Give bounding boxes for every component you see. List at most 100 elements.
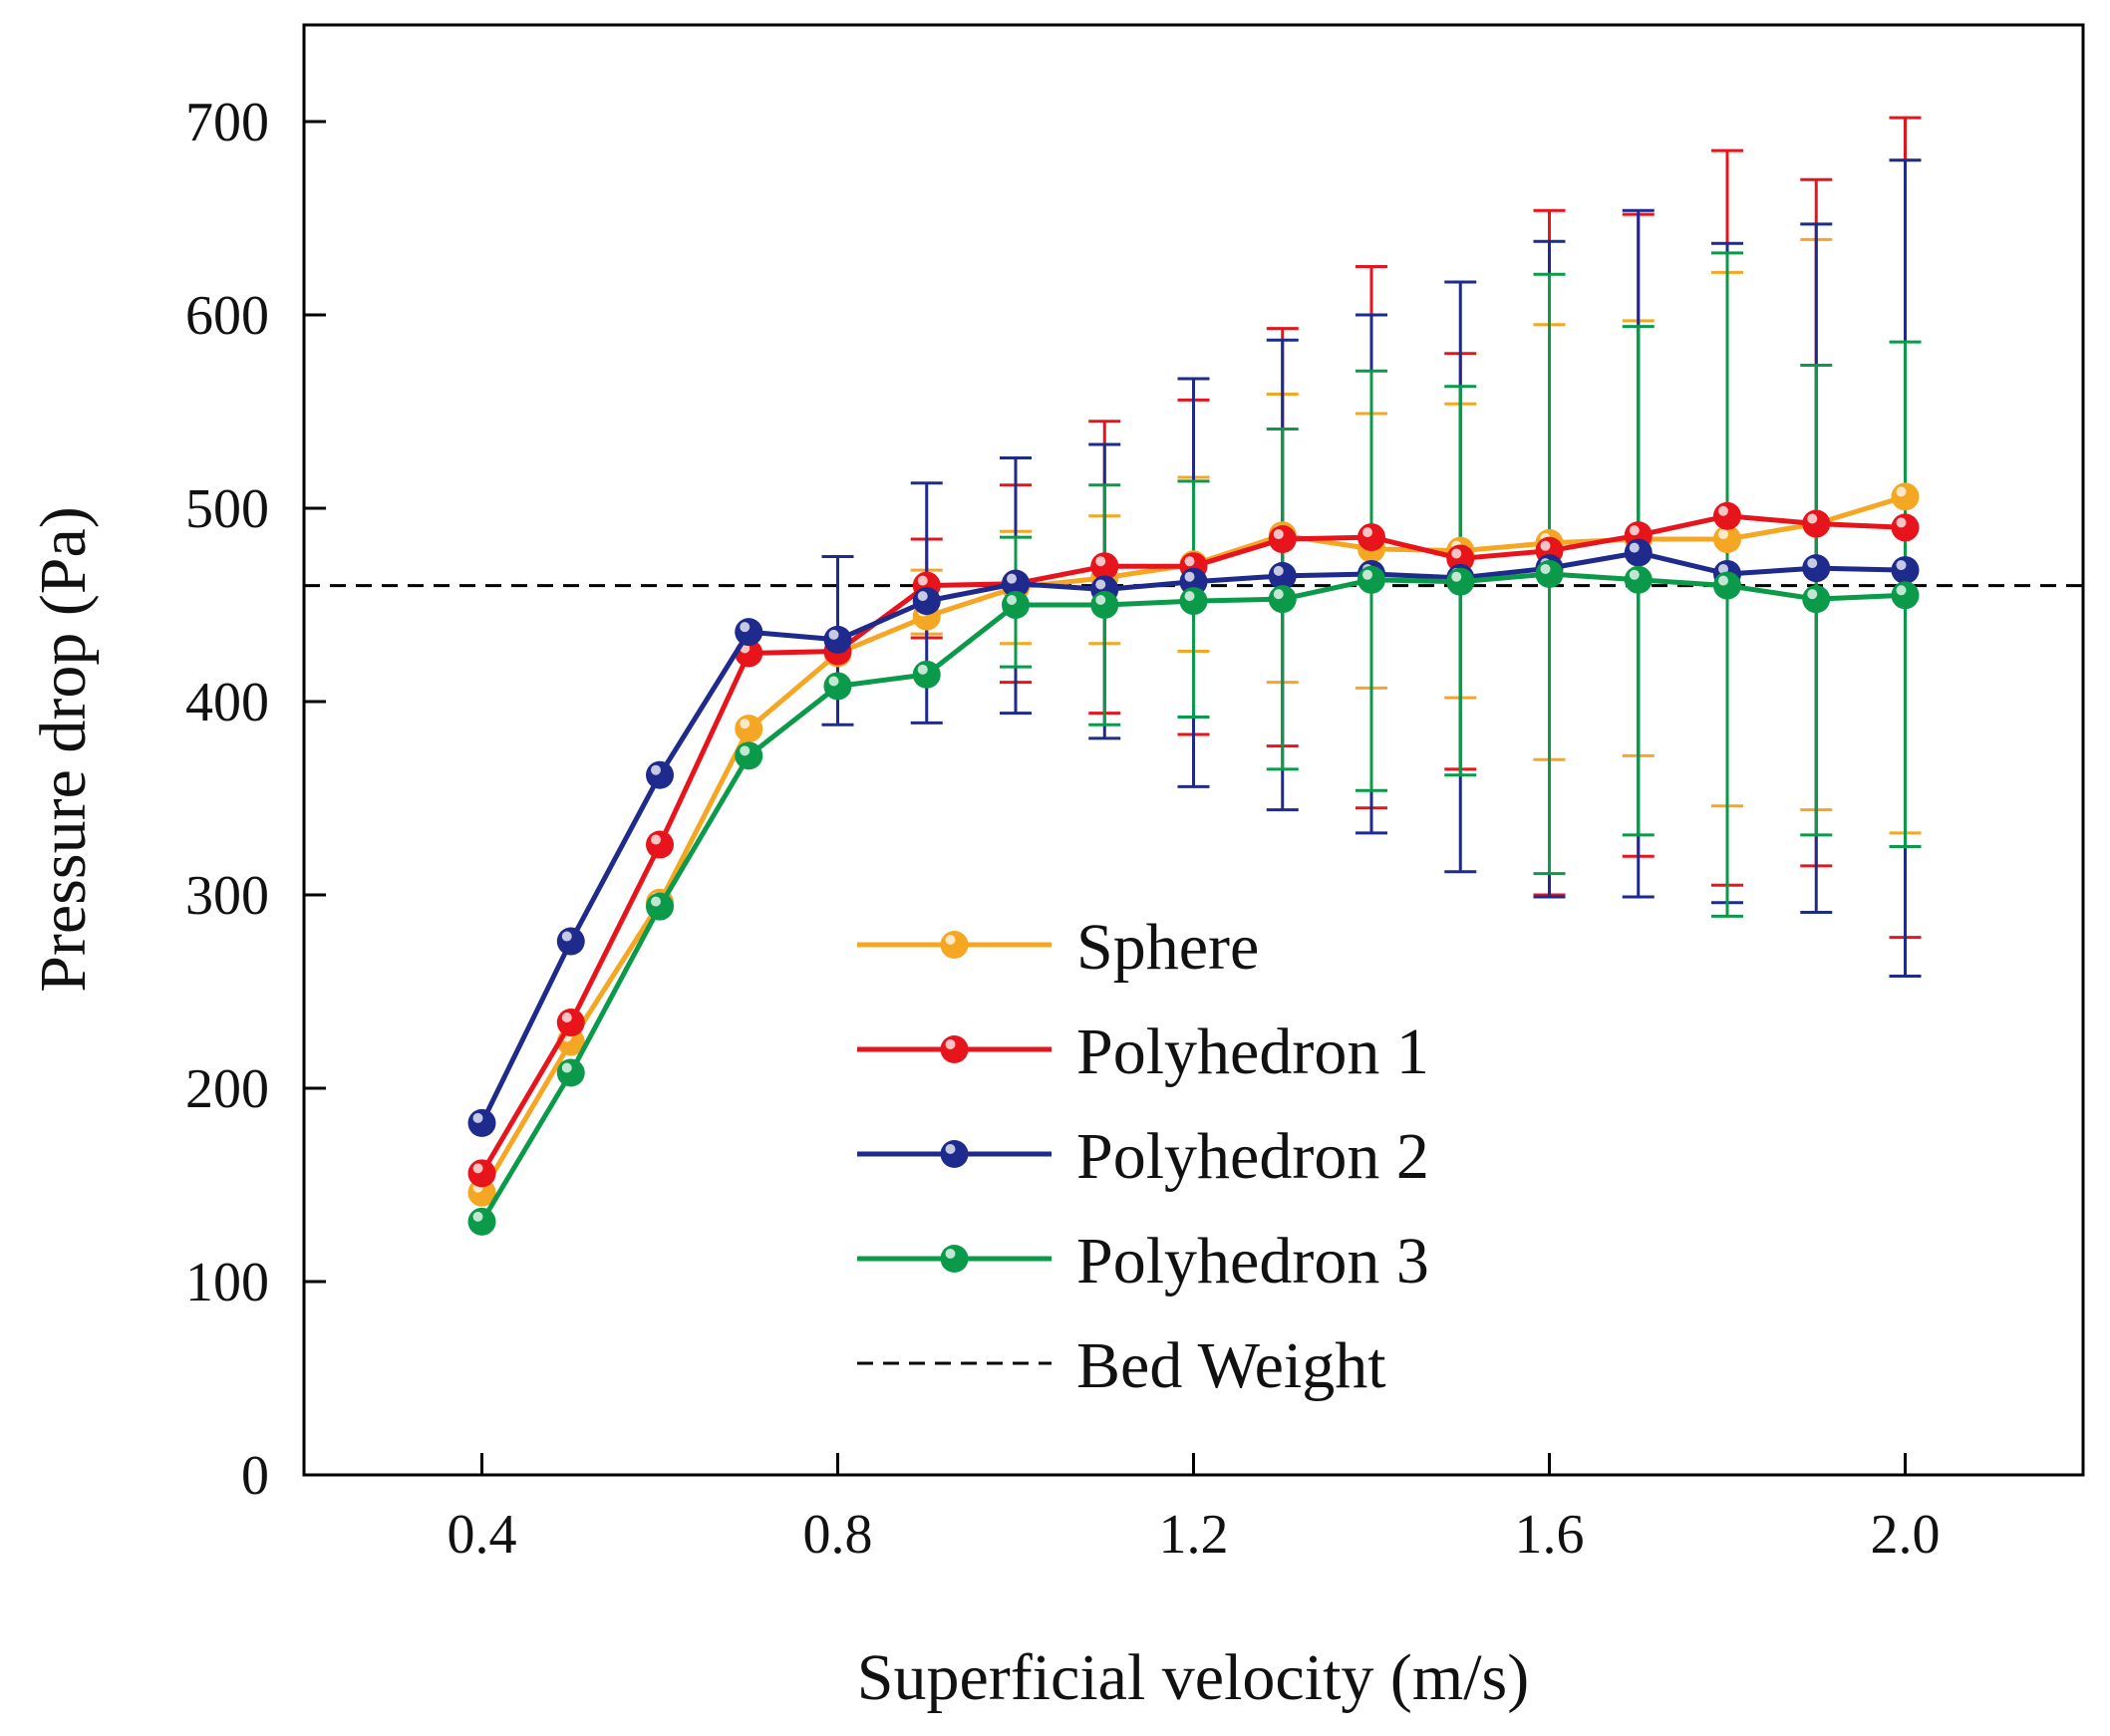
legend-swatch-highlight — [945, 935, 956, 945]
legend-swatch-highlight — [945, 1039, 956, 1049]
data-point-highlight — [1718, 529, 1728, 540]
data-point-highlight — [1629, 525, 1640, 536]
y-tick-label: 400 — [185, 672, 269, 733]
data-point-highlight — [1184, 591, 1195, 602]
series-polyhedron-3 — [467, 559, 1920, 1236]
data-point-highlight — [1184, 556, 1195, 567]
data-point-highlight — [472, 1112, 483, 1123]
data-point-highlight — [828, 629, 839, 640]
y-tick-label: 0 — [241, 1445, 269, 1507]
legend-swatch-marker — [940, 1245, 969, 1273]
x-tick-label: 1.6 — [1515, 1504, 1585, 1566]
data-point-highlight — [472, 1163, 483, 1174]
data-point-highlight — [1718, 505, 1728, 516]
data-point — [467, 1108, 496, 1137]
data-series — [467, 482, 1920, 1236]
data-point-highlight — [1273, 565, 1284, 576]
data-point — [1891, 482, 1920, 511]
data-point — [1891, 513, 1920, 542]
x-tick-label: 1.2 — [1159, 1504, 1229, 1566]
data-point — [1268, 525, 1297, 554]
legend-label: Polyhedron 2 — [1076, 1120, 1429, 1193]
legend-label: Bed Weight — [1076, 1329, 1386, 1402]
data-point-highlight — [1896, 560, 1907, 571]
legend-item: Polyhedron 2 — [857, 1120, 1429, 1193]
legend-item: Polyhedron 1 — [857, 1015, 1429, 1088]
data-point-highlight — [1007, 595, 1017, 605]
legend-swatch-marker — [940, 931, 969, 959]
data-point-highlight — [1273, 589, 1284, 600]
data-point-highlight — [1184, 571, 1195, 582]
data-point-highlight — [561, 1062, 572, 1073]
data-point-highlight — [828, 676, 839, 687]
data-point-highlight — [740, 745, 751, 756]
data-point-highlight — [1007, 573, 1017, 584]
data-point — [912, 660, 941, 689]
data-point-highlight — [1807, 513, 1818, 524]
data-point — [823, 625, 852, 654]
series-polyhedron-1 — [467, 501, 1920, 1188]
data-point — [1713, 501, 1741, 530]
legend-item: Sphere — [857, 911, 1259, 984]
data-point — [735, 741, 763, 770]
data-point — [646, 760, 674, 789]
y-tick-label: 300 — [185, 865, 269, 927]
data-point — [735, 618, 763, 647]
legend-item: Bed Weight — [857, 1329, 1386, 1402]
data-point-highlight — [740, 719, 751, 729]
data-point-highlight — [1095, 579, 1106, 590]
x-axis-title: Superficial velocity (m/s) — [857, 1641, 1529, 1714]
y-tick-label: 500 — [185, 478, 269, 540]
y-tick-label: 700 — [185, 92, 269, 153]
legend-label: Sphere — [1076, 911, 1259, 984]
data-point — [1802, 554, 1831, 583]
data-point-highlight — [1362, 527, 1372, 538]
data-point-highlight — [1451, 571, 1462, 582]
data-point-highlight — [1807, 558, 1818, 569]
data-point-highlight — [1362, 569, 1372, 580]
data-point-highlight — [1718, 575, 1728, 586]
y-tick-label: 100 — [185, 1252, 269, 1313]
data-point — [1446, 567, 1475, 596]
x-tick-label: 0.8 — [803, 1504, 873, 1566]
legend-label: Polyhedron 1 — [1076, 1015, 1429, 1088]
data-point — [1357, 565, 1385, 594]
data-point-highlight — [651, 896, 661, 907]
data-point-highlight — [917, 664, 928, 675]
data-point — [646, 892, 674, 921]
y-axis: 0 100 200 300 400 500 600 700 — [185, 92, 326, 1507]
data-point-highlight — [1807, 589, 1818, 600]
data-point-highlight — [651, 764, 661, 775]
legend-item: Polyhedron 3 — [857, 1225, 1429, 1298]
data-point — [556, 1009, 585, 1037]
data-point — [1002, 591, 1030, 619]
legend-swatch-highlight — [945, 1249, 956, 1259]
data-point — [467, 1159, 496, 1188]
data-point-highlight — [1896, 486, 1907, 497]
data-point-highlight — [1451, 548, 1462, 559]
data-point — [1357, 523, 1385, 552]
data-point-highlight — [561, 931, 572, 942]
data-point-highlight — [1896, 517, 1907, 528]
legend-label: Polyhedron 3 — [1076, 1225, 1429, 1298]
legend: Sphere Polyhedron 1 Polyhedron 2 Polyhedron… — [857, 911, 1429, 1402]
data-point-highlight — [917, 575, 928, 586]
data-point — [1713, 571, 1741, 600]
data-point-highlight — [1273, 529, 1284, 540]
data-point-highlight — [917, 591, 928, 602]
data-point-highlight — [1540, 540, 1551, 551]
x-axis: 0.4 0.8 1.2 1.6 2.0 — [448, 1453, 1941, 1566]
data-point-highlight — [1540, 563, 1551, 574]
data-point-highlight — [1095, 595, 1106, 605]
data-point-highlight — [561, 1013, 572, 1023]
data-point — [556, 927, 585, 956]
data-point — [1802, 509, 1831, 538]
data-point-highlight — [1629, 569, 1640, 580]
data-point-highlight — [1718, 563, 1728, 574]
x-tick-label: 2.0 — [1871, 1504, 1941, 1566]
y-axis-title: Pressure drop (Pa) — [27, 506, 100, 993]
data-point-highlight — [472, 1211, 483, 1222]
data-point — [1802, 585, 1831, 614]
y-tick-label: 600 — [185, 285, 269, 347]
x-tick-label: 0.4 — [448, 1504, 517, 1566]
